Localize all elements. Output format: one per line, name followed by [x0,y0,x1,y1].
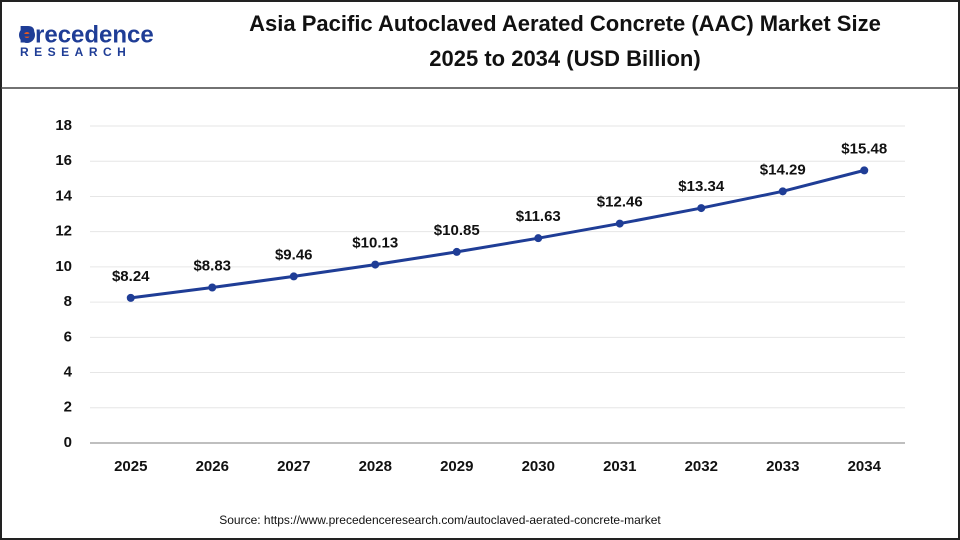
data-label: $14.29 [760,161,806,178]
x-tick-label: 2025 [114,458,147,475]
y-tick-label: 4 [64,364,73,381]
data-label: $10.85 [434,222,480,239]
data-point [452,247,461,256]
data-label: $8.24 [112,268,150,285]
data-label: $11.63 [516,208,561,225]
chart-title: 2025 to 2034 (USD Billion) [429,46,700,71]
y-tick-label: 16 [55,152,72,169]
x-tick-label: 2030 [522,458,555,475]
logo-name: Precedence [19,21,154,48]
data-point [208,283,217,292]
data-label: $13.34 [678,178,725,195]
data-label: $9.46 [275,246,313,263]
data-point [697,204,706,213]
data-point [860,166,869,175]
y-tick-label: 18 [55,117,72,134]
chart-title: Asia Pacific Autoclaved Aerated Concrete… [249,11,881,36]
data-line [130,168,865,300]
data-point [778,187,787,196]
y-tick-label: 6 [64,328,72,345]
data-point [289,272,298,281]
x-tick-label: 2034 [848,458,882,475]
data-point [534,234,543,243]
y-tick-label: 14 [55,187,72,204]
logo-tagline: RESEARCH [20,45,131,59]
y-tick-label: 2 [64,399,72,416]
data-point [126,293,135,302]
data-label: $8.83 [193,257,231,274]
data-label: $15.48 [841,140,887,157]
data-label: $10.13 [352,235,398,252]
data-label: $12.46 [597,194,643,211]
data-point [371,260,380,269]
y-tick-label: 0 [64,434,72,451]
x-tick-label: 2026 [196,458,229,475]
y-tick-label: 12 [55,223,72,240]
y-tick-label: 8 [64,293,72,310]
x-tick-label: 2032 [685,458,718,475]
x-tick-label: 2033 [766,458,799,475]
source: Source: https://www.precedenceresearch.c… [219,513,661,527]
x-tick-label: 2031 [603,458,636,475]
x-tick-label: 2029 [440,458,473,475]
data-point [615,219,624,228]
x-tick-label: 2028 [359,458,392,475]
x-tick-label: 2027 [277,458,310,475]
logo: Precedence RESEARCH [19,21,154,59]
logo-icon-dot [24,32,30,38]
y-tick-label: 10 [55,258,72,275]
